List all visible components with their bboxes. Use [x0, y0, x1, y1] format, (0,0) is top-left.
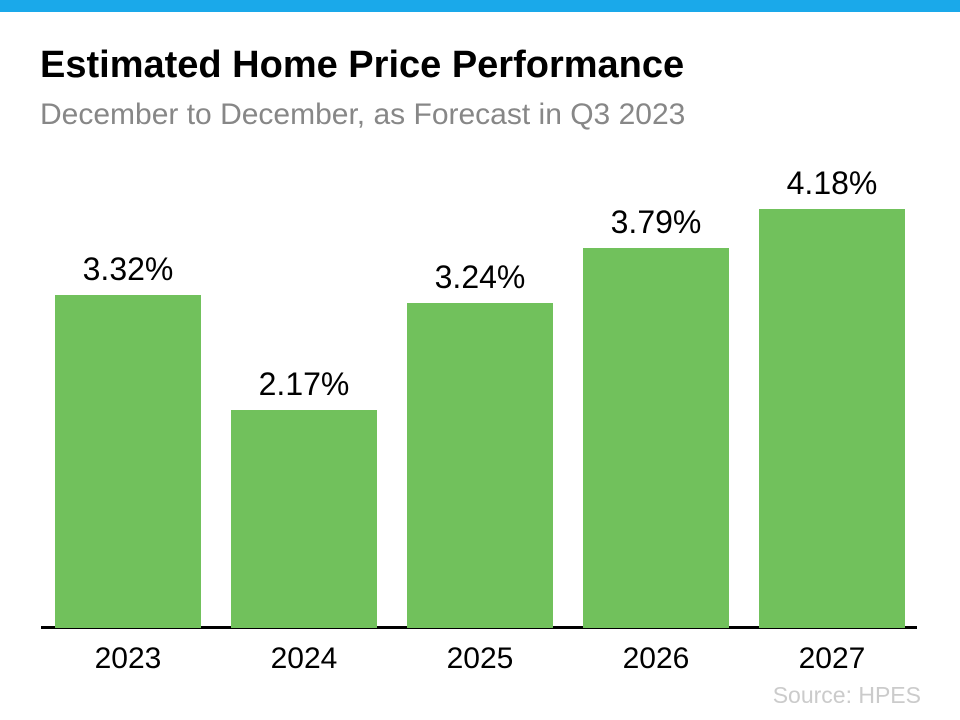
- top-accent-bar: [0, 0, 960, 12]
- bar-column-2025: 3.24% 2025: [407, 259, 553, 675]
- chart-title: Estimated Home Price Performance: [40, 44, 685, 86]
- bar-value-label-2027: 4.18%: [786, 165, 878, 201]
- bar-2026: [583, 248, 729, 628]
- bar-column-2027: 4.18% 2027: [759, 165, 905, 675]
- bar-2025: [407, 303, 553, 628]
- bar-value-label-2025: 3.24%: [434, 259, 526, 295]
- bar-column-2024: 2.17% 2024: [231, 366, 377, 675]
- source-note: Source: HPES: [772, 682, 921, 708]
- bar-year-label-2025: 2025: [446, 642, 514, 675]
- bar-value-label-2026: 3.79%: [610, 204, 702, 240]
- bar-year-label-2023: 2023: [94, 642, 162, 675]
- bar-value-label-2023: 3.32%: [82, 251, 174, 287]
- chart-subtitle: December to December, as Forecast in Q3 …: [40, 98, 686, 131]
- bar-column-2023: 3.32% 2023: [55, 251, 201, 675]
- bar-year-label-2026: 2026: [622, 642, 690, 675]
- bar-year-label-2027: 2027: [798, 642, 866, 675]
- bar-column-2026: 3.79% 2026: [583, 204, 729, 675]
- bar-2024: [231, 410, 377, 628]
- bar-year-label-2024: 2024: [270, 642, 338, 675]
- bar-2023: [55, 295, 201, 628]
- bar-value-label-2024: 2.17%: [258, 366, 350, 402]
- bar-2027: [759, 209, 905, 628]
